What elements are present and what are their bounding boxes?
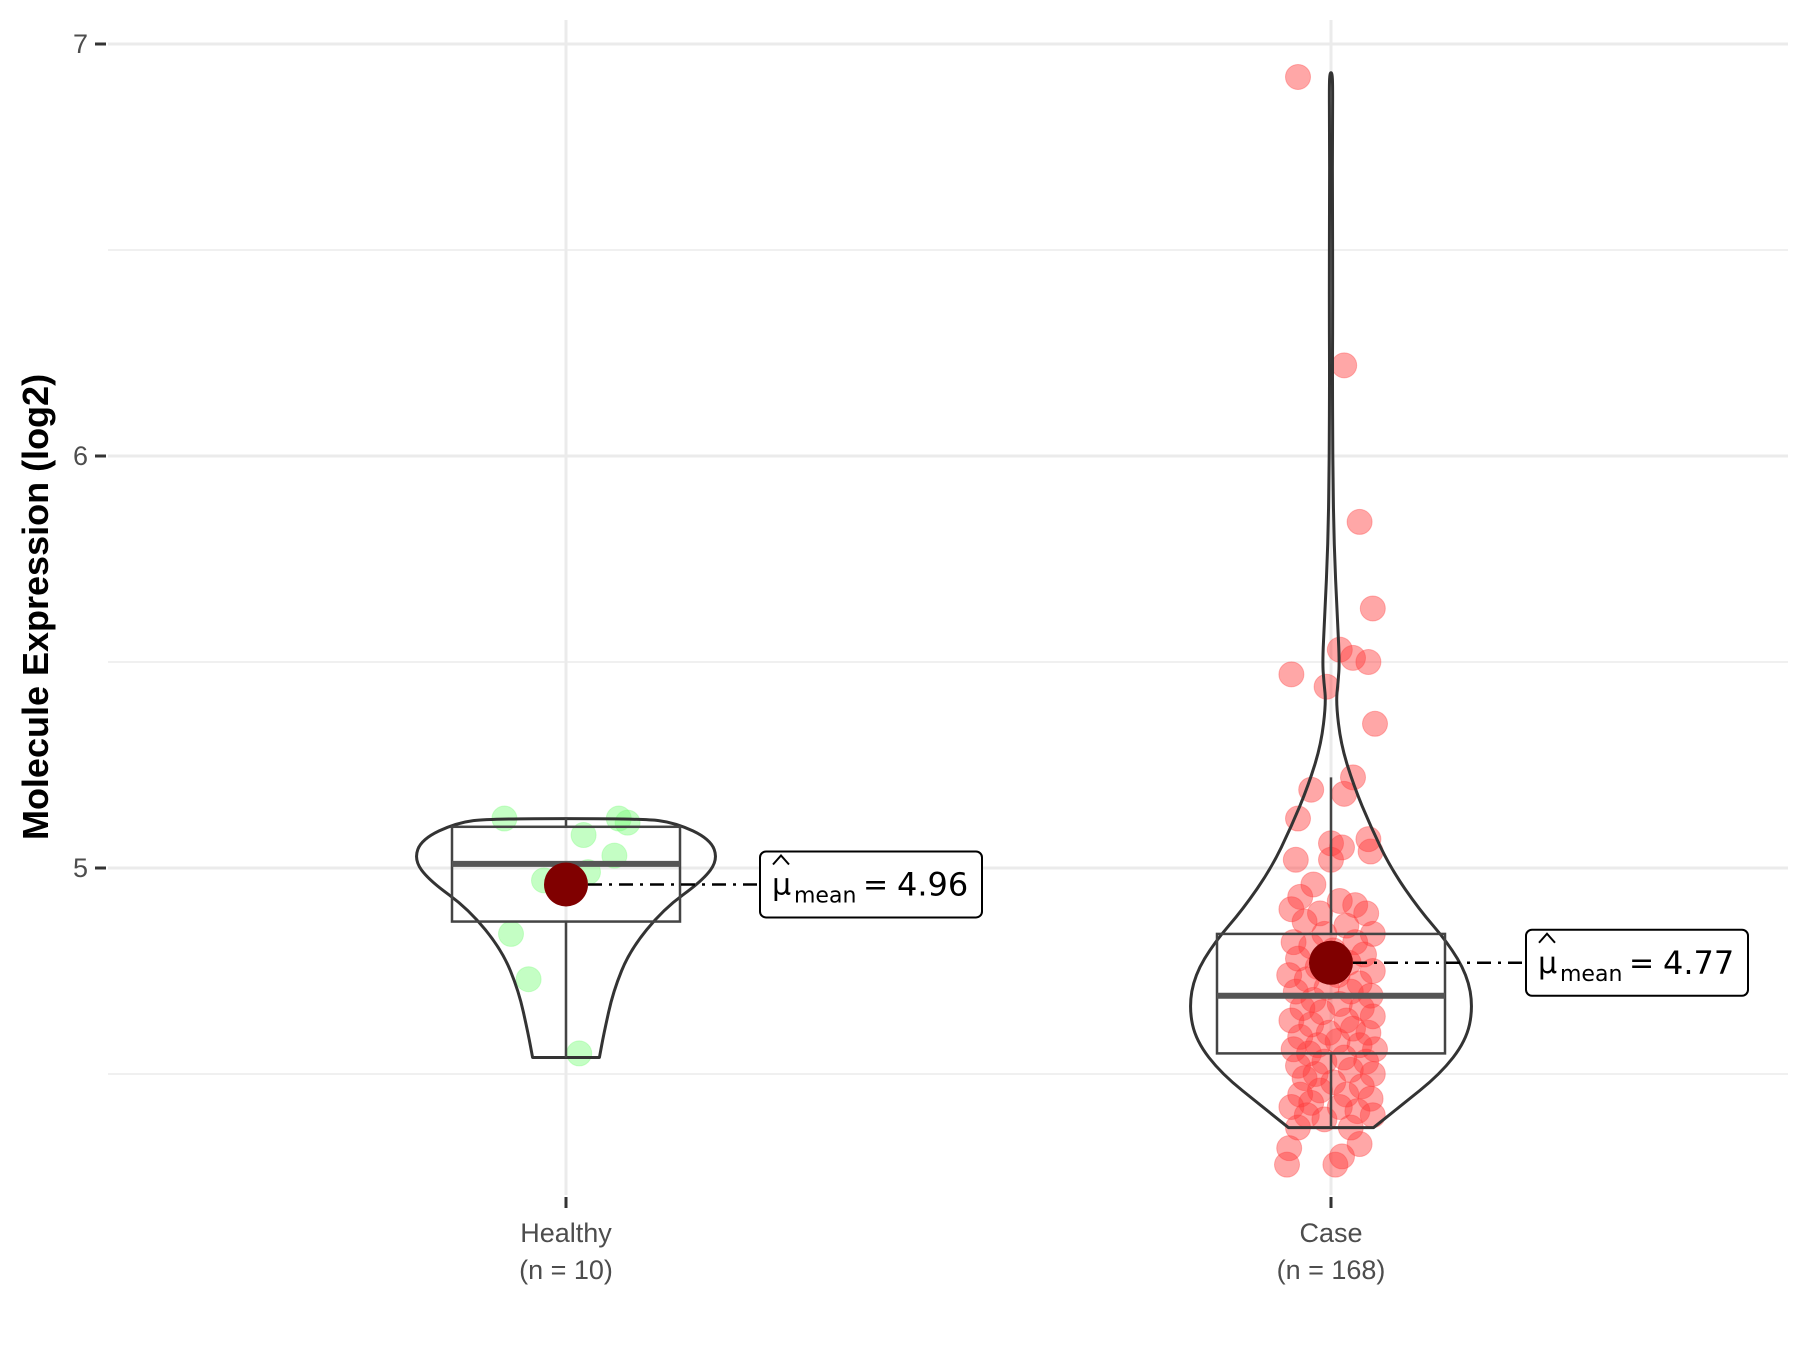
- mean-value: 4.96: [897, 865, 968, 903]
- group-healthy: μ mean = 4.96: [415, 805, 983, 1067]
- data-point: [1280, 929, 1307, 956]
- violin-groups: μ mean = 4.96μ mean = 4.77: [415, 63, 1749, 1178]
- x-tick-count-0: (n = 10): [519, 1255, 613, 1285]
- data-point: [1287, 883, 1314, 910]
- data-point: [1353, 1048, 1380, 1075]
- data-point: [1302, 1061, 1329, 1087]
- mean-value: 4.77: [1663, 944, 1734, 982]
- group-case: μ mean = 4.77: [1189, 63, 1749, 1178]
- data-point: [1353, 900, 1380, 927]
- data-point: [1346, 1131, 1373, 1158]
- data-point: [1300, 871, 1327, 898]
- data-point: [1342, 892, 1369, 919]
- mean-annotation-box: [759, 850, 983, 919]
- mean-point: [1309, 940, 1353, 985]
- data-point: [1333, 1007, 1360, 1034]
- x-tick-label-1: Case: [1299, 1218, 1362, 1248]
- mean-symbol: μ: [772, 867, 791, 902]
- data-point: [1298, 1011, 1325, 1038]
- data-point: [1362, 1036, 1388, 1063]
- y-tick-label: 6: [73, 441, 88, 471]
- data-point: [1333, 912, 1360, 939]
- data-point: [566, 1040, 593, 1067]
- mean-subscript: mean: [794, 883, 856, 908]
- mean-subscript: mean: [1560, 962, 1622, 987]
- data-point: [1351, 941, 1377, 968]
- data-point: [1359, 958, 1386, 984]
- x-tick-count-1: (n = 168): [1277, 1255, 1386, 1285]
- data-point: [1285, 63, 1311, 90]
- x-axis: Healthy (n = 10) Case (n = 168): [519, 1197, 1385, 1285]
- data-point: [1355, 1019, 1382, 1046]
- data-point: [1357, 1085, 1384, 1112]
- violin-outline: [1189, 71, 1473, 1130]
- data-point: [1359, 595, 1386, 622]
- data-point: [1333, 1081, 1360, 1108]
- data-point: [570, 822, 597, 849]
- data-point: [1331, 352, 1358, 379]
- data-point: [1342, 929, 1369, 956]
- data-point: [1359, 1102, 1386, 1129]
- data-point: [1304, 1032, 1331, 1059]
- data-point: [1274, 1151, 1300, 1178]
- data-point: [1287, 1023, 1314, 1050]
- data-point: [614, 809, 641, 836]
- data-point: [1326, 887, 1353, 914]
- x-tick-label-0: Healthy: [520, 1218, 612, 1248]
- violin-outline: [415, 817, 717, 1059]
- data-point: [1307, 1077, 1333, 1104]
- data-point: [1298, 1089, 1325, 1116]
- box-iqr: [450, 825, 682, 923]
- data-point: [1307, 900, 1333, 927]
- data-point: [498, 920, 524, 947]
- data-point: [1337, 1056, 1364, 1083]
- data-point: [1359, 1061, 1386, 1087]
- data-point: [1355, 649, 1382, 675]
- data-point: [1344, 1098, 1371, 1125]
- data-point: [1346, 508, 1373, 535]
- data-point: [1278, 1007, 1305, 1034]
- mean-annotation-box: [1525, 928, 1749, 997]
- data-point: [1362, 710, 1388, 737]
- grid-lines: [108, 20, 1788, 1195]
- mean-symbol: μ: [1538, 946, 1557, 981]
- y-axis-title: Molecule Expression (log2): [15, 374, 56, 840]
- mean-point: [544, 862, 588, 907]
- data-point: [1329, 834, 1355, 861]
- data-point: [1348, 1073, 1375, 1100]
- y-tick-label: 7: [73, 29, 88, 59]
- data-point: [1326, 1093, 1353, 1120]
- data-point: [1359, 1003, 1386, 1030]
- data-point: [1276, 962, 1303, 989]
- data-point: [1322, 1151, 1349, 1178]
- data-point: [1282, 846, 1309, 873]
- data-point: [1278, 661, 1305, 688]
- data-point: [1346, 1032, 1373, 1059]
- data-point: [515, 966, 542, 993]
- data-point: [1315, 1019, 1342, 1046]
- data-point: [1329, 1143, 1355, 1170]
- y-axis: 5 6 7: [73, 29, 106, 883]
- hat-accent: [1538, 932, 1556, 944]
- data-point: [1280, 1036, 1307, 1063]
- data-point: [1340, 1015, 1366, 1042]
- data-point: [1291, 1065, 1318, 1092]
- data-point: [1278, 896, 1305, 923]
- mean-equals: =: [1629, 946, 1654, 981]
- data-point: [1309, 999, 1336, 1026]
- data-point: [1278, 1093, 1305, 1120]
- data-point: [1320, 1069, 1347, 1096]
- y-tick-label: 5: [73, 853, 88, 883]
- data-point: [1287, 1081, 1314, 1108]
- data-point: [1276, 1135, 1303, 1162]
- data-point: [1340, 764, 1366, 791]
- mean-equals: =: [863, 867, 888, 902]
- hat-accent: [772, 853, 790, 866]
